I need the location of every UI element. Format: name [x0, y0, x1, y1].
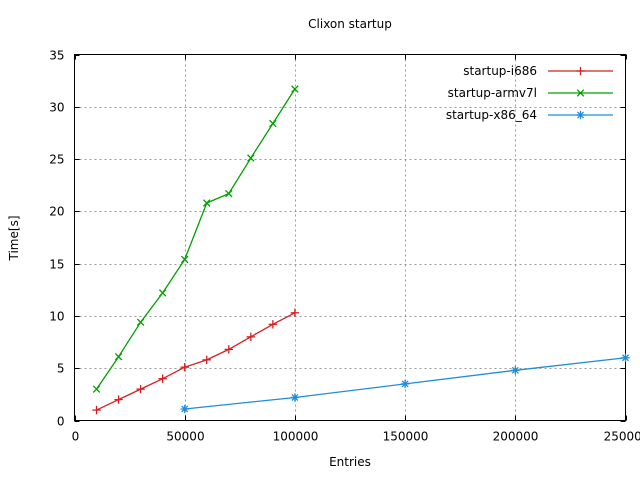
y-tick-label: 10 — [49, 310, 64, 324]
plot-frame — [74, 54, 626, 421]
x-tick-label: 150000 — [383, 430, 429, 444]
chart-title: Clixon startup — [308, 17, 392, 31]
series-startup-i686 — [92, 308, 300, 415]
series-startup-x86_64 — [180, 353, 630, 414]
data-point — [180, 255, 189, 264]
data-point — [202, 355, 211, 365]
y-axis-title: Time[s] — [7, 216, 21, 262]
legend-marker-startup-armv7l — [576, 89, 585, 97]
legend-label-startup-i686: startup-i686 — [463, 64, 537, 78]
y-tick-label: 15 — [49, 258, 64, 272]
data-point — [114, 395, 123, 404]
data-point — [511, 366, 520, 375]
x-axis-title: Entries — [329, 455, 371, 469]
data-point — [400, 379, 410, 389]
y-tick-label: 35 — [49, 49, 64, 63]
y-tick-label: 5 — [57, 362, 65, 376]
data-point — [92, 405, 101, 415]
y-tick-labels-group: 0 5 10 15 20 25 30 35 — [49, 49, 64, 429]
y-tick-label: 25 — [49, 153, 64, 167]
data-point — [225, 189, 233, 198]
legend-label-startup-armv7l: startup-armv7l — [448, 86, 537, 100]
data-series-group — [92, 85, 630, 415]
x-tick-label: 0 — [72, 430, 80, 444]
data-point — [246, 332, 256, 342]
legend-marker-startup-i686 — [576, 66, 585, 76]
data-point — [158, 374, 167, 383]
data-point — [136, 384, 145, 394]
x-tick-label: 200000 — [493, 430, 539, 444]
gridlines-group — [74, 54, 626, 421]
x-tick-label: 50000 — [166, 430, 204, 444]
series-line — [96, 312, 296, 411]
data-point — [203, 199, 211, 207]
data-point — [290, 393, 300, 402]
y-tick-label: 20 — [49, 205, 64, 219]
data-point — [291, 85, 299, 93]
data-point — [180, 362, 189, 372]
y-tick-label: 30 — [49, 101, 64, 115]
data-point — [224, 345, 233, 354]
legend-marker-startup-x86_64 — [576, 110, 585, 120]
data-point — [269, 119, 277, 128]
data-point — [180, 404, 189, 414]
data-point — [114, 352, 123, 361]
legend-label-startup-x86_64: startup-x86_64 — [446, 108, 537, 122]
data-point — [136, 318, 145, 326]
tickmarks-group — [74, 54, 627, 422]
series-startup-armv7l — [92, 85, 299, 393]
x-tick-label: 100000 — [273, 430, 319, 444]
data-point — [621, 353, 630, 362]
data-point — [158, 289, 167, 297]
data-point — [247, 154, 255, 162]
chart-legend: startup-i686 startup-armv7l startup-x86_64 — [446, 64, 613, 122]
data-point — [268, 320, 278, 329]
series-line — [96, 88, 296, 390]
y-tick-label: 0 — [57, 415, 65, 429]
data-point — [92, 385, 101, 393]
data-point — [290, 308, 300, 317]
